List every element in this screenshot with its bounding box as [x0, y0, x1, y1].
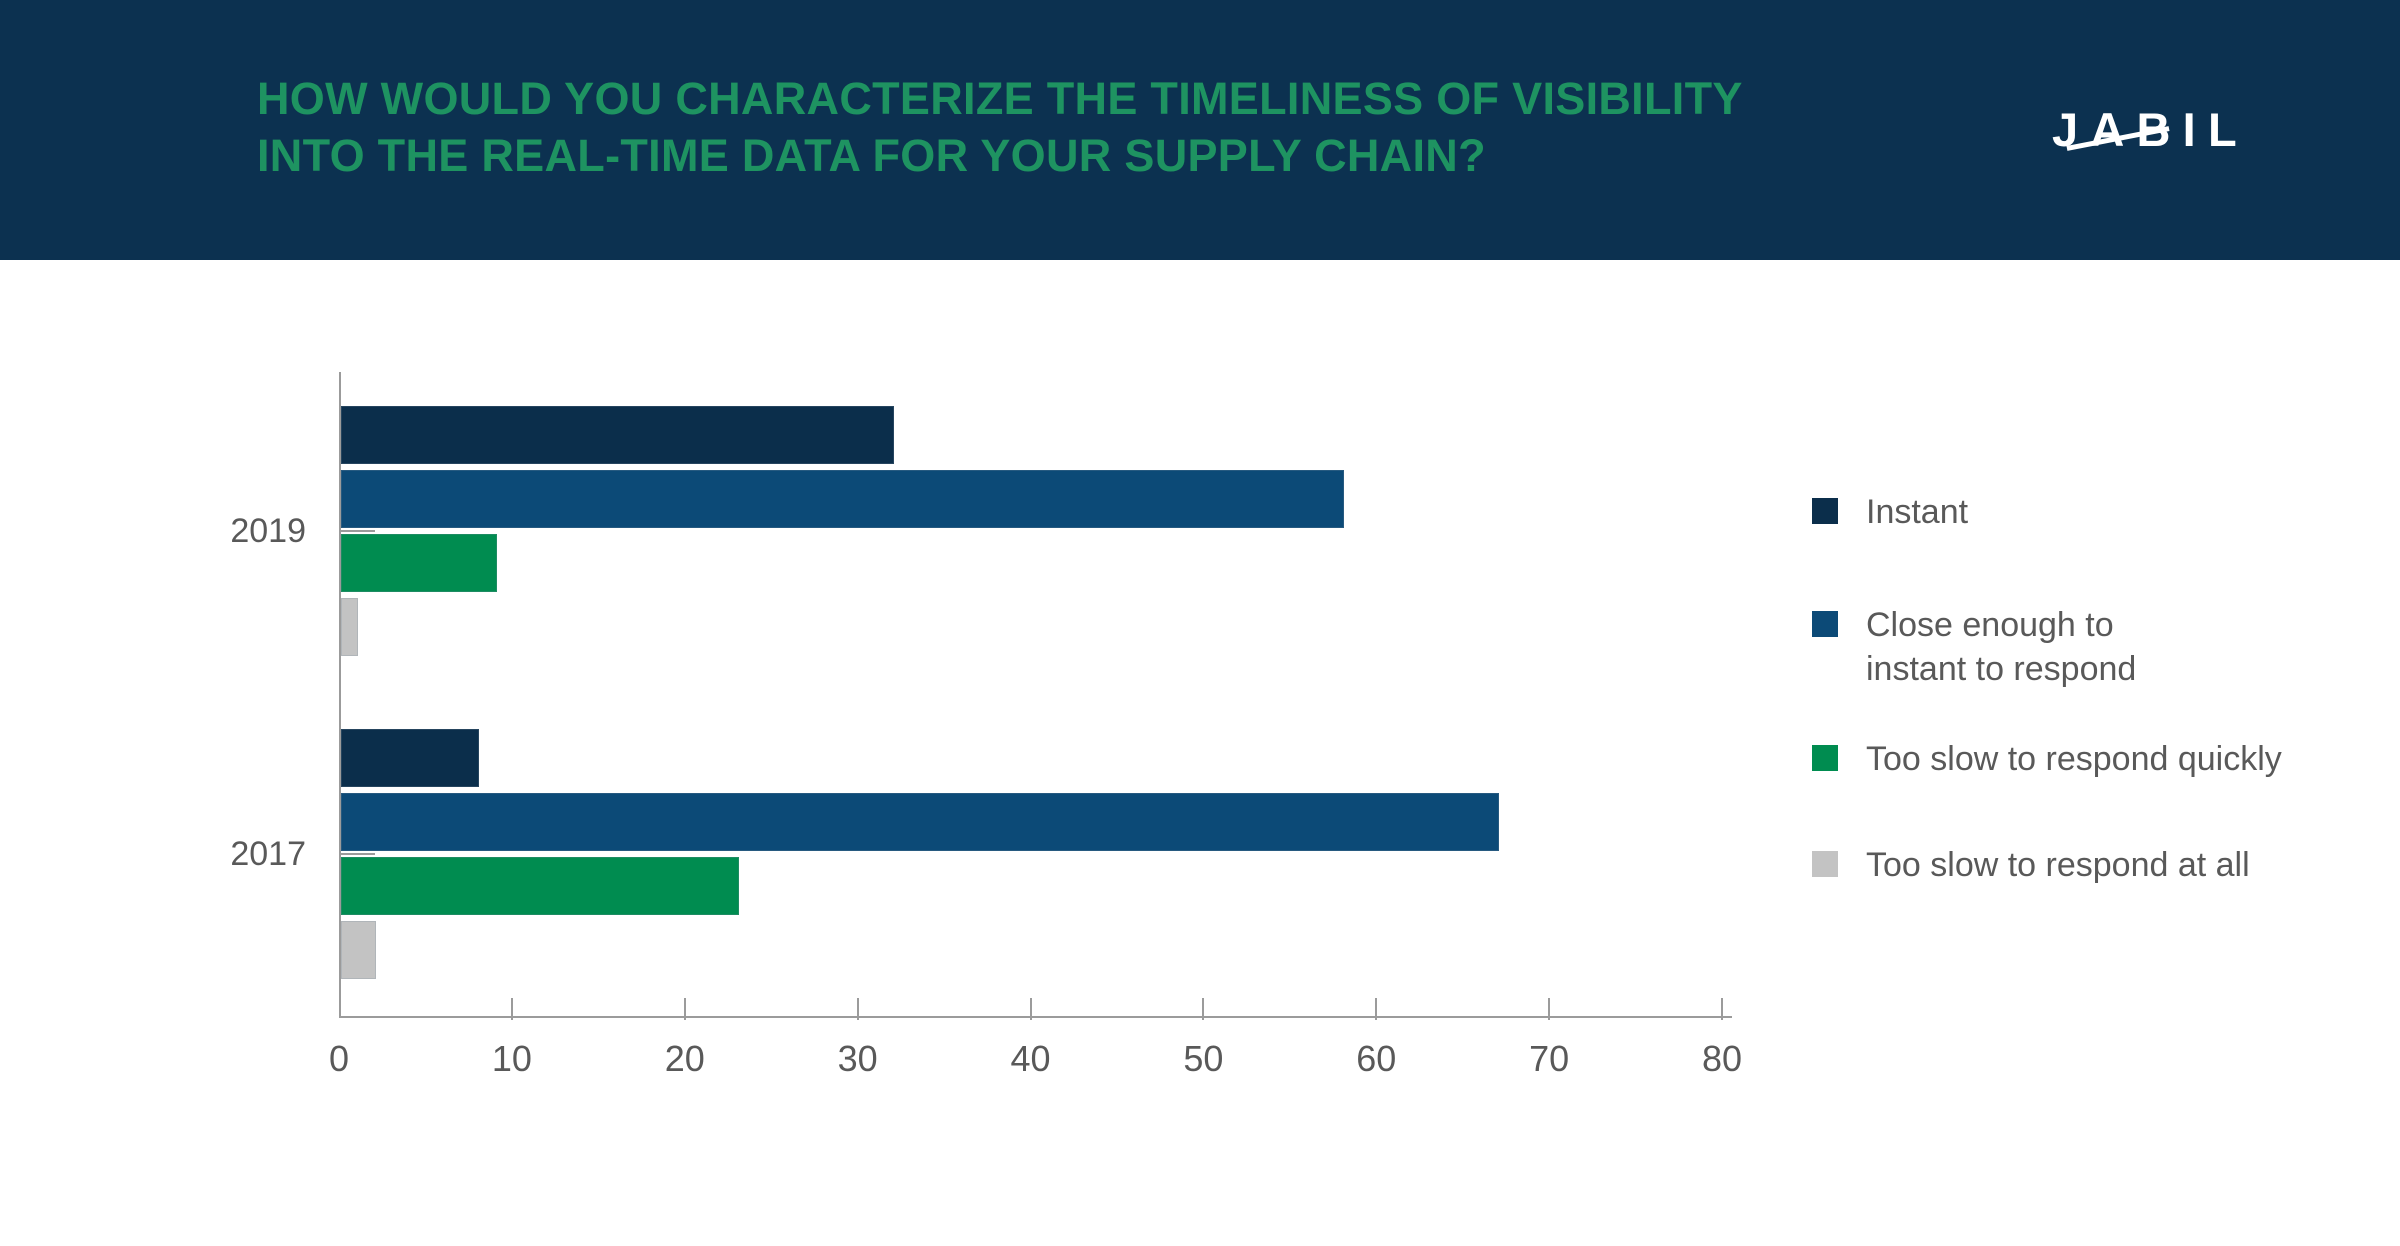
bar-2019-too-slow-to-respond-quickly	[341, 534, 497, 592]
x-tick-label: 70	[1529, 1038, 1570, 1079]
legend-swatch	[1812, 745, 1838, 771]
bar-2017-too-slow-to-respond-quickly	[341, 857, 739, 915]
bar-2017-close-enough-to-instant-to-respond	[341, 793, 1499, 851]
x-tick-label: 30	[837, 1038, 878, 1079]
x-tick-label: 60	[1356, 1038, 1397, 1079]
bar-chart: 0 10 20 30 40 50 60 70 80 2019 2017 Instant Close en…	[0, 260, 2400, 1246]
x-axis-tick	[1721, 998, 1723, 1020]
legend-label-line: Too slow to respond quickly	[1866, 740, 2282, 778]
x-axis-tick	[1548, 998, 1551, 1020]
legend-swatch	[1812, 851, 1838, 877]
x-axis-tick	[683, 998, 686, 1020]
x-axis-tick	[510, 998, 513, 1020]
legend-label: Too slow to respond at all	[1866, 843, 2250, 887]
bar-2017-too-slow-to-respond-at-all	[341, 921, 376, 979]
legend-item: Too slow to respond at all	[1812, 843, 2250, 887]
x-axis-tick	[1375, 998, 1378, 1020]
bar-2019-instant	[341, 406, 894, 464]
legend-label-line: Close enough to	[1866, 606, 2114, 644]
x-tick-label: 80	[1701, 1038, 1743, 1079]
legend-label-line: Too slow to respond at all	[1866, 846, 2250, 884]
category-tick	[341, 853, 375, 855]
legend-label-line: Instant	[1866, 493, 1969, 531]
legend-swatch	[1812, 498, 1838, 524]
x-tick-label: 0	[328, 1038, 350, 1079]
chart-title-line1: HOW WOULD YOU CHARACTERIZE THE TIMELINES…	[257, 73, 1743, 124]
chart-title-line2: INTO THE REAL-TIME DATA FOR YOUR SUPPLY …	[257, 130, 1486, 181]
bar-2017-instant	[341, 729, 479, 787]
legend-label: Too slow to respond quickly	[1866, 737, 2282, 781]
legend-swatch	[1812, 611, 1838, 637]
x-tick-label: 40	[1010, 1038, 1051, 1079]
x-tick-label: 50	[1183, 1038, 1224, 1079]
category-label: 2017	[230, 835, 306, 873]
x-axis-tick	[1202, 998, 1205, 1020]
chart-title: HOW WOULD YOU CHARACTERIZE THE TIMELINES…	[257, 70, 1743, 184]
x-tick-label: 10	[491, 1038, 532, 1079]
legend-label: Close enough to instant to respond	[1866, 603, 2136, 691]
legend-label: Instant	[1866, 490, 1968, 534]
category-label: 2019	[230, 512, 306, 550]
legend-item: Instant	[1812, 490, 1968, 534]
legend-item: Too slow to respond quickly	[1812, 737, 2282, 781]
category-tick	[341, 530, 375, 532]
y-axis-line	[339, 372, 341, 1018]
legend-label-line: instant to respond	[1866, 650, 2137, 688]
x-axis-tick	[856, 998, 859, 1020]
legend-item: Close enough to instant to respond	[1812, 603, 2136, 691]
jabil-logo: JABIL	[2052, 100, 2249, 160]
header-band: HOW WOULD YOU CHARACTERIZE THE TIMELINES…	[0, 0, 2400, 260]
bar-2019-close-enough-to-instant-to-respond	[341, 470, 1344, 528]
bar-2019-too-slow-to-respond-at-all	[341, 598, 358, 656]
x-axis-line	[339, 1016, 1732, 1018]
x-tick-label: 20	[664, 1038, 705, 1079]
x-axis-tick	[1029, 998, 1032, 1020]
